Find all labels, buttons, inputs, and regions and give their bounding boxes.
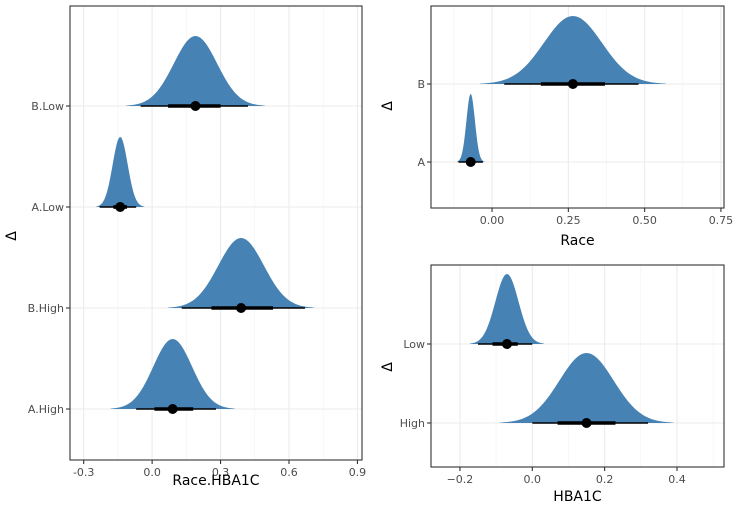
x-tick-label: 0.0 [524,473,542,486]
x-tick-label: 0.9 [349,466,367,479]
x-axis-title: Race.HBA1C [172,473,259,489]
x-tick-label: 0.00 [480,214,505,227]
point-A [465,157,476,167]
panel-border [430,5,725,209]
point-B [567,79,578,89]
x-tick-label: 0.50 [632,214,657,227]
density-B-Low [126,36,265,106]
x-tick-label: 0.75 [709,214,734,227]
panel-border [69,5,363,461]
x-tick-label: 0.4 [668,473,686,486]
density-A [457,94,485,162]
y-tick-label-A: A [417,156,425,169]
point-B-High [236,303,247,313]
x-axis-title: HBA1C [553,489,602,505]
y-tick-label-B-Low: B.Low [31,100,64,113]
y-tick-label-Low: Low [403,338,425,351]
point-A-High [167,404,178,414]
density-B [480,16,666,84]
y-axis-title: Δ [380,101,396,111]
x-tick-label: -0.3 [73,466,94,479]
y-axis-title: Δ [4,231,20,241]
panel-hba1c: −0.2 0.0 0.2 0.4 Low High HBA1C Δ [380,264,725,505]
density-A-High [110,339,235,409]
point-A-Low [115,202,126,212]
x-tick-label: −0.2 [447,473,474,486]
y-tick-label-A-High: A.High [28,403,64,416]
x-tick-label: 0.6 [280,466,298,479]
panel-race-hba1c: -0.3 0.0 0.3 0.6 0.9 B.Low A.Low B.High A.High Ra… [4,5,367,489]
panel-race: 0.00 0.25 0.50 0.75 B A Race Δ [380,5,734,249]
x-tick-label: 0.3 [212,466,230,479]
x-tick-label: 0.2 [596,473,614,486]
x-tick-label: 0.0 [143,466,161,479]
y-tick-label-B: B [417,78,425,91]
density-High [499,353,674,423]
panels: -0.3 0.0 0.3 0.6 0.9 B.Low A.Low B.High A.High Ra… [4,5,734,505]
y-tick-label-High: High [400,417,425,430]
point-Low [501,339,512,349]
density-Low [469,274,544,344]
point-High [581,418,592,428]
x-axis-title: Race [560,233,594,249]
y-axis-title: Δ [380,362,396,372]
density-B-High [168,238,315,308]
x-tick-label: 0.25 [556,214,581,227]
point-B-Low [190,101,201,111]
y-tick-label-A-Low: A.Low [32,201,65,214]
density-A-Low [96,137,145,207]
panel-border [430,264,725,468]
y-tick-label-B-High: B.High [28,302,64,315]
